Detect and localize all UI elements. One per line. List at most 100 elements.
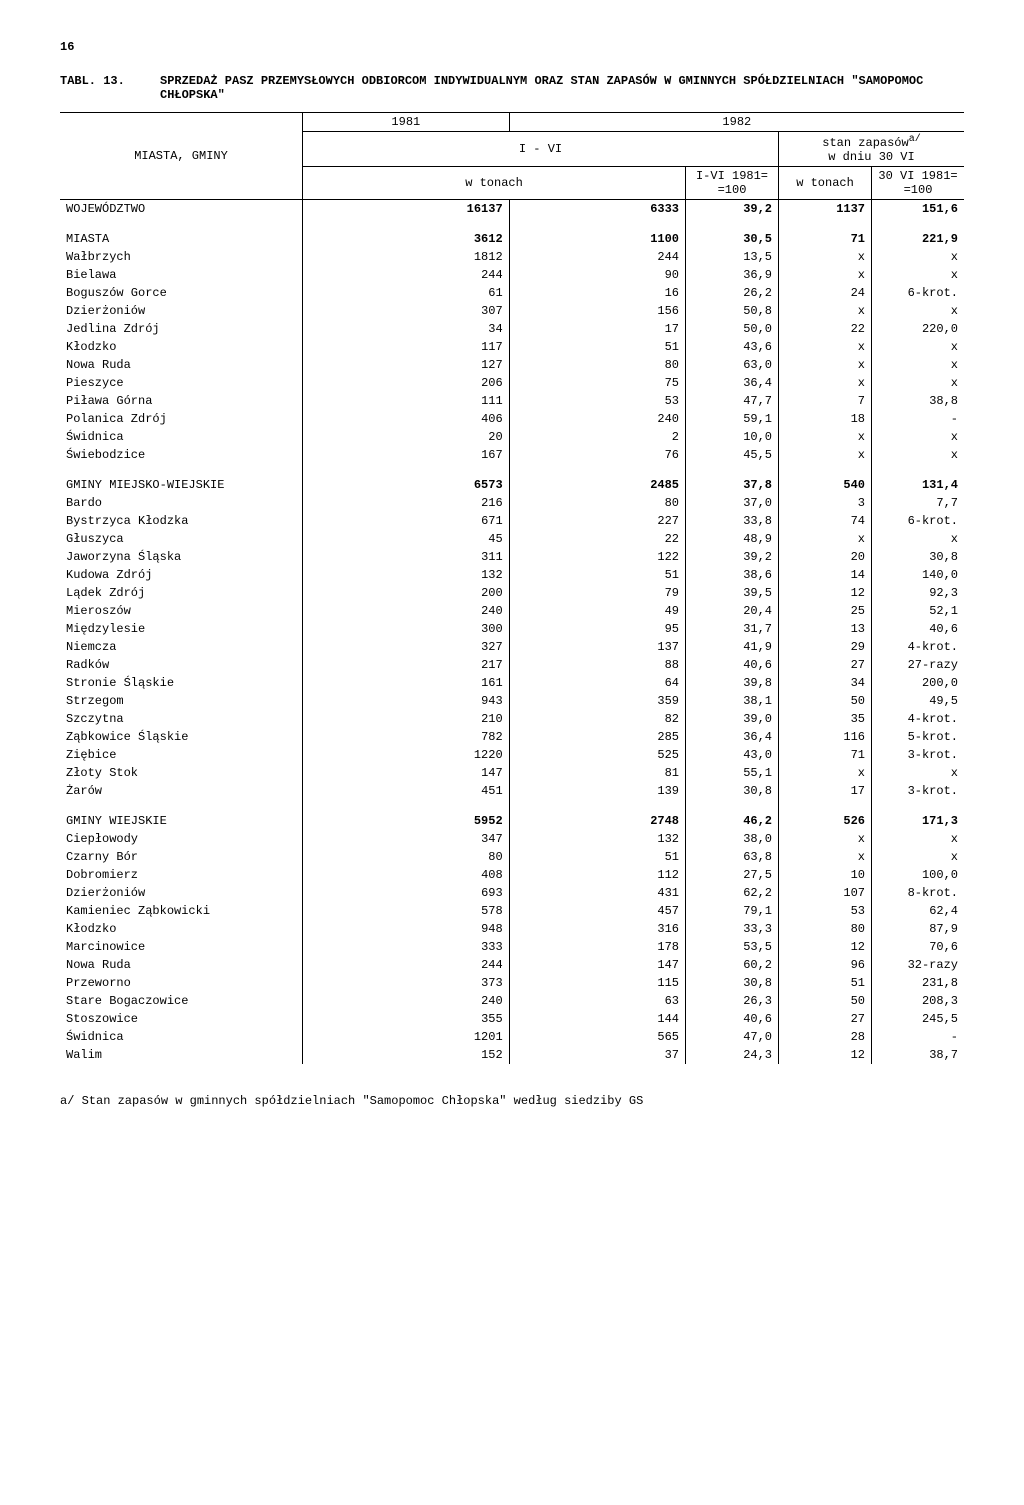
cell: 147 — [303, 764, 510, 782]
row-label: Ziębice — [60, 746, 303, 764]
cell: 33,8 — [686, 512, 779, 530]
cell: 63,0 — [686, 356, 779, 374]
cell: 30,8 — [872, 548, 965, 566]
cell: x — [872, 248, 965, 266]
cell: x — [779, 266, 872, 284]
row-label: Stronie Śląskie — [60, 674, 303, 692]
row-label: Piława Górna — [60, 392, 303, 410]
cell: 5952 — [303, 800, 510, 830]
cell: 12 — [779, 938, 872, 956]
row-label: Kłodzko — [60, 920, 303, 938]
table-label: TABL. 13. — [60, 74, 160, 88]
cell: 38,6 — [686, 566, 779, 584]
cell: 43,0 — [686, 746, 779, 764]
cell: x — [872, 446, 965, 464]
cell: 53 — [509, 392, 685, 410]
cell: 71 — [779, 746, 872, 764]
row-label: Mieroszów — [60, 602, 303, 620]
row-label: Pieszyce — [60, 374, 303, 392]
cell: 3-krot. — [872, 782, 965, 800]
cell: 36,4 — [686, 374, 779, 392]
cell: 240 — [303, 992, 510, 1010]
cell: 12 — [779, 584, 872, 602]
cell: 22 — [779, 320, 872, 338]
row-label: Kamieniec Ząbkowicki — [60, 902, 303, 920]
cell: 578 — [303, 902, 510, 920]
col-unit2: w tonach — [779, 167, 872, 200]
cell: 2 — [509, 428, 685, 446]
cell: 28 — [779, 1028, 872, 1046]
cell: x — [872, 356, 965, 374]
table-title: SPRZEDAŻ PASZ PRZEMYSŁOWYCH ODBIORCOM IN… — [160, 74, 964, 102]
cell: 49,5 — [872, 692, 965, 710]
row-label: Dzierżoniów — [60, 302, 303, 320]
cell: 13 — [779, 620, 872, 638]
cell: 671 — [303, 512, 510, 530]
cell: x — [872, 848, 965, 866]
cell: 39,5 — [686, 584, 779, 602]
cell: 74 — [779, 512, 872, 530]
cell: 943 — [303, 692, 510, 710]
cell: 355 — [303, 1010, 510, 1028]
cell: 117 — [303, 338, 510, 356]
cell: x — [779, 848, 872, 866]
row-label: Lądek Zdrój — [60, 584, 303, 602]
cell: 5-krot. — [872, 728, 965, 746]
cell: 161 — [303, 674, 510, 692]
cell: 245,5 — [872, 1010, 965, 1028]
cell: 40,6 — [872, 620, 965, 638]
row-label: Głuszyca — [60, 530, 303, 548]
cell: 4-krot. — [872, 638, 965, 656]
row-label: Jaworzyna Śląska — [60, 548, 303, 566]
row-label: Bardo — [60, 494, 303, 512]
cell: 45,5 — [686, 446, 779, 464]
cell: 300 — [303, 620, 510, 638]
cell: 61 — [303, 284, 510, 302]
cell: 406 — [303, 410, 510, 428]
cell: 13,5 — [686, 248, 779, 266]
cell: x — [779, 830, 872, 848]
cell: 47,7 — [686, 392, 779, 410]
cell: 33,3 — [686, 920, 779, 938]
cell: 231,8 — [872, 974, 965, 992]
cell: 1812 — [303, 248, 510, 266]
cell: 285 — [509, 728, 685, 746]
cell: 131,4 — [872, 464, 965, 494]
cell: 40,6 — [686, 656, 779, 674]
row-label: Bystrzyca Kłodzka — [60, 512, 303, 530]
cell: 70,6 — [872, 938, 965, 956]
cell: 525 — [509, 746, 685, 764]
cell: 96 — [779, 956, 872, 974]
cell: 26,2 — [686, 284, 779, 302]
cell: 30,8 — [686, 782, 779, 800]
cell: 79 — [509, 584, 685, 602]
cell: 408 — [303, 866, 510, 884]
cell: 51 — [509, 566, 685, 584]
cell: 24 — [779, 284, 872, 302]
cell: 171,3 — [872, 800, 965, 830]
cell: 200,0 — [872, 674, 965, 692]
cell: 132 — [509, 830, 685, 848]
cell: 27 — [779, 1010, 872, 1028]
cell: 244 — [303, 266, 510, 284]
cell: 240 — [303, 602, 510, 620]
row-label: Ząbkowice Śląskie — [60, 728, 303, 746]
cell: 92,3 — [872, 584, 965, 602]
cell: 20,4 — [686, 602, 779, 620]
cell: 333 — [303, 938, 510, 956]
cell: 1137 — [779, 200, 872, 219]
row-label: Niemcza — [60, 638, 303, 656]
cell: 35 — [779, 710, 872, 728]
cell: 90 — [509, 266, 685, 284]
cell: 139 — [509, 782, 685, 800]
cell: 206 — [303, 374, 510, 392]
cell: 39,2 — [686, 200, 779, 219]
row-label: Dzierżoniów — [60, 884, 303, 902]
cell: 116 — [779, 728, 872, 746]
cell: 52,1 — [872, 602, 965, 620]
cell: 359 — [509, 692, 685, 710]
row-label: Nowa Ruda — [60, 956, 303, 974]
cell: 6-krot. — [872, 284, 965, 302]
cell: 137 — [509, 638, 685, 656]
cell: x — [779, 374, 872, 392]
